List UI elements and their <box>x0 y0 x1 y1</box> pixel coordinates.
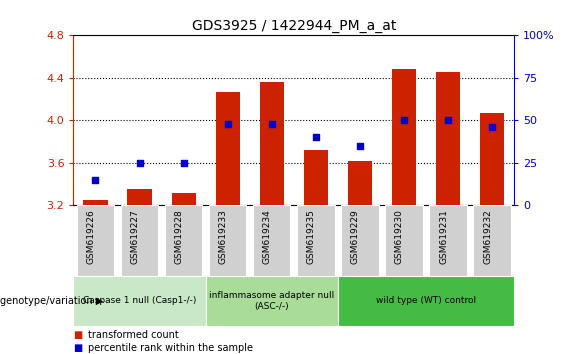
Text: GSM619235: GSM619235 <box>307 209 316 264</box>
Bar <box>172 193 195 205</box>
Text: GSM619232: GSM619232 <box>483 209 492 264</box>
Point <box>399 118 408 123</box>
Bar <box>341 205 379 276</box>
Text: percentile rank within the sample: percentile rank within the sample <box>88 343 253 353</box>
Text: wild type (WT) control: wild type (WT) control <box>376 296 476 306</box>
Bar <box>436 72 460 205</box>
Bar <box>348 161 372 205</box>
Bar <box>77 205 114 276</box>
Text: ■: ■ <box>73 343 82 353</box>
Title: GDS3925 / 1422944_PM_a_at: GDS3925 / 1422944_PM_a_at <box>192 19 396 33</box>
Bar <box>216 92 240 205</box>
Bar <box>304 150 328 205</box>
Point <box>355 143 364 149</box>
Text: GSM619231: GSM619231 <box>439 209 448 264</box>
Text: ■: ■ <box>73 330 82 339</box>
Text: genotype/variation ▶: genotype/variation ▶ <box>0 296 103 306</box>
Bar <box>480 113 504 205</box>
Bar <box>84 200 107 205</box>
Bar <box>206 276 338 326</box>
Bar <box>385 205 423 276</box>
Point <box>444 118 453 123</box>
Text: GSM619234: GSM619234 <box>263 209 272 264</box>
Bar <box>429 205 467 276</box>
Text: transformed count: transformed count <box>88 330 179 339</box>
Point <box>267 121 276 127</box>
Bar <box>253 205 290 276</box>
Point <box>223 121 232 127</box>
Bar <box>121 205 158 276</box>
Bar <box>260 82 284 205</box>
Text: Caspase 1 null (Casp1-/-): Caspase 1 null (Casp1-/-) <box>83 296 196 306</box>
Point <box>91 177 100 183</box>
Text: GSM619230: GSM619230 <box>395 209 404 264</box>
Text: inflammasome adapter null
(ASC-/-): inflammasome adapter null (ASC-/-) <box>209 291 334 310</box>
Point <box>179 160 188 166</box>
Bar <box>128 189 151 205</box>
Bar <box>73 276 206 326</box>
Point <box>488 124 497 130</box>
Text: GSM619226: GSM619226 <box>86 209 95 264</box>
Bar <box>297 205 334 276</box>
Point <box>135 160 144 166</box>
Bar <box>338 276 514 326</box>
Bar <box>165 205 202 276</box>
Text: GSM619233: GSM619233 <box>219 209 228 264</box>
Bar <box>473 205 511 276</box>
Point <box>311 135 320 140</box>
Text: GSM619227: GSM619227 <box>131 209 140 264</box>
Bar <box>209 205 246 276</box>
Text: GSM619228: GSM619228 <box>175 209 184 264</box>
Text: GSM619229: GSM619229 <box>351 209 360 264</box>
Bar <box>392 69 416 205</box>
